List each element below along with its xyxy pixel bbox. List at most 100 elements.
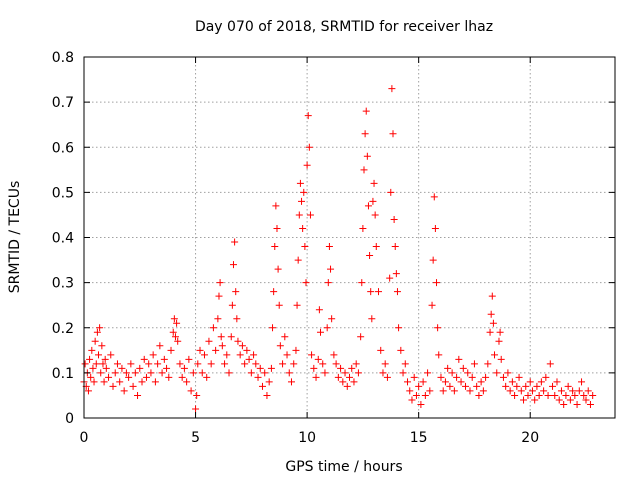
data-point [89, 364, 97, 372]
data-point [520, 396, 528, 404]
data-point [101, 355, 109, 363]
y-tick-label: 0 [65, 411, 74, 427]
data-point [180, 364, 188, 372]
data-point [254, 373, 262, 381]
data-point [417, 400, 425, 408]
y-tick-label: 0.8 [52, 50, 74, 66]
data-point [580, 391, 588, 399]
data-point [542, 373, 550, 381]
data-point [247, 369, 255, 377]
data-point [546, 360, 554, 368]
data-point [560, 400, 568, 408]
data-point [205, 337, 213, 345]
data-point [81, 360, 89, 368]
data-point [410, 373, 418, 381]
data-point [343, 382, 351, 390]
data-point [361, 130, 369, 138]
data-point [393, 288, 401, 296]
data-point [209, 324, 217, 332]
data-point [441, 378, 449, 386]
data-point [231, 238, 239, 246]
data-point [273, 224, 281, 232]
data-point [234, 337, 242, 345]
data-point [138, 378, 146, 386]
data-point [287, 378, 295, 386]
data-point [496, 328, 504, 336]
data-point [468, 373, 476, 381]
data-point [358, 279, 366, 287]
data-point [256, 364, 264, 372]
data-point [173, 319, 181, 327]
data-point [91, 337, 99, 345]
data-point [98, 342, 106, 350]
x-tick-label: 10 [298, 430, 316, 446]
data-point [388, 85, 396, 93]
data-point [122, 369, 130, 377]
data-point [392, 270, 400, 278]
data-point [258, 382, 266, 390]
data-point [464, 369, 472, 377]
data-point [421, 391, 429, 399]
data-point [174, 337, 182, 345]
data-point [100, 378, 108, 386]
data-point [419, 378, 427, 386]
data-point [569, 387, 577, 395]
data-point [129, 382, 137, 390]
data-point [275, 301, 283, 309]
data-point [406, 387, 414, 395]
data-point [296, 179, 304, 187]
data-point [147, 369, 155, 377]
data-point [300, 188, 308, 196]
data-point [193, 391, 201, 399]
data-point [301, 243, 309, 251]
data-point [448, 369, 456, 377]
data-point [243, 346, 251, 354]
data-point [183, 378, 191, 386]
y-tick-label: 0.5 [52, 185, 74, 201]
data-point [517, 387, 525, 395]
data-point [99, 360, 107, 368]
data-point [324, 279, 332, 287]
data-point [227, 333, 235, 341]
data-point [304, 112, 312, 120]
data-point [295, 211, 303, 219]
data-point [88, 346, 96, 354]
data-point [573, 400, 581, 408]
data-point [475, 391, 483, 399]
data-point [377, 346, 385, 354]
data-point [368, 315, 376, 323]
data-point [511, 391, 519, 399]
data-point [535, 391, 543, 399]
data-point [303, 161, 311, 169]
data-point [397, 346, 405, 354]
data-point [575, 387, 583, 395]
data-point [459, 364, 467, 372]
data-points [80, 85, 597, 413]
data-point [276, 342, 284, 350]
data-point [551, 391, 559, 399]
data-point [250, 351, 258, 359]
data-point [506, 387, 514, 395]
data-point [84, 387, 92, 395]
data-point [383, 373, 391, 381]
data-point [522, 382, 530, 390]
data-point [473, 382, 481, 390]
data-point [263, 391, 271, 399]
data-point [105, 373, 113, 381]
data-point [131, 369, 139, 377]
data-point [86, 355, 94, 363]
data-point [323, 324, 331, 332]
data-point [96, 324, 104, 332]
data-point [571, 391, 579, 399]
data-point [584, 387, 592, 395]
data-point [437, 373, 445, 381]
data-point [537, 378, 545, 386]
data-point [215, 292, 223, 300]
x-tick-label: 20 [521, 430, 539, 446]
data-point [540, 387, 548, 395]
data-point [178, 373, 186, 381]
data-point [401, 360, 409, 368]
data-point [504, 369, 512, 377]
data-point [125, 373, 133, 381]
data-point [566, 396, 574, 404]
